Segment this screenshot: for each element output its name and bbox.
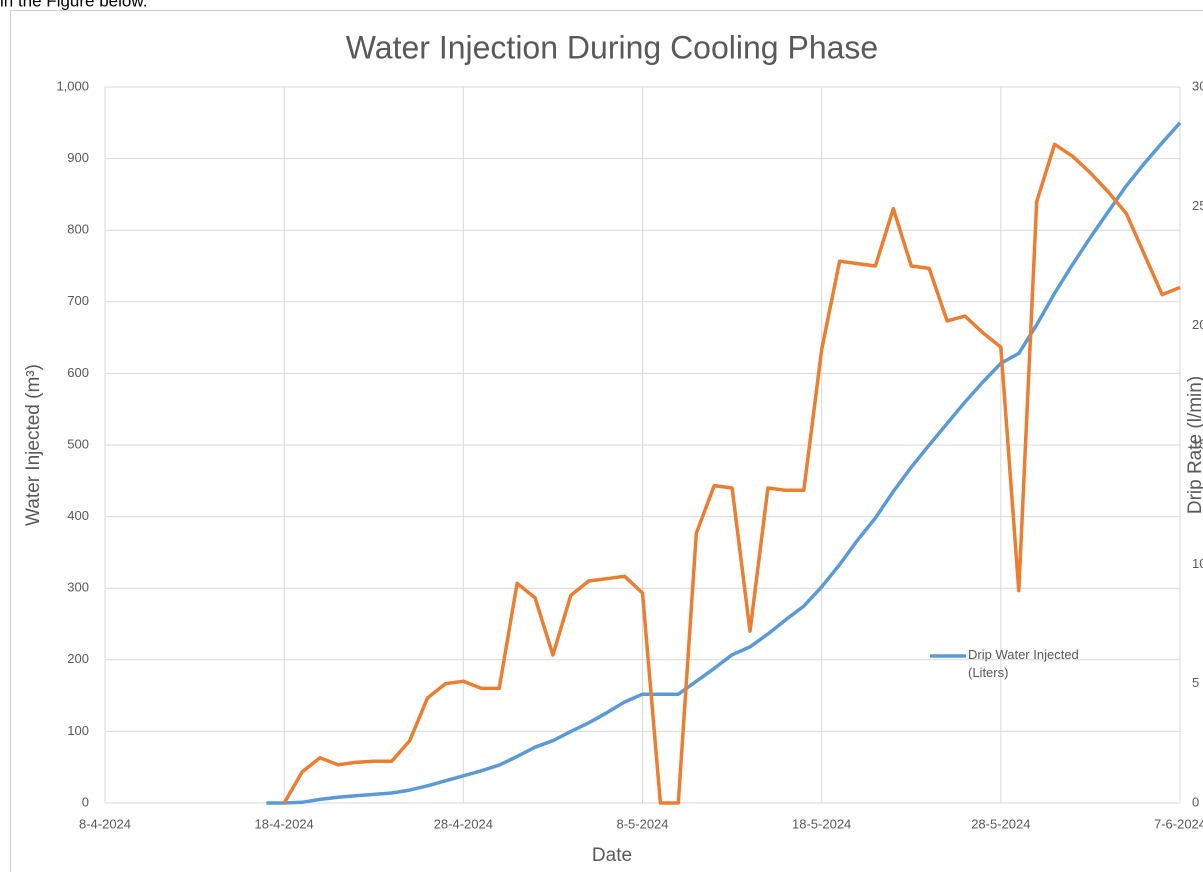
y-tick-label: 800 bbox=[67, 222, 89, 237]
chart-frame bbox=[10, 10, 1203, 872]
y-tick-label: 600 bbox=[67, 365, 89, 380]
y2-tick-label: 15 bbox=[1192, 436, 1203, 451]
x-tick-label: 28-5-2024 bbox=[971, 816, 1030, 831]
x-axis-title: Date bbox=[592, 845, 632, 866]
y-tick-label: 100 bbox=[67, 723, 89, 738]
y2-tick-label: 25 bbox=[1192, 198, 1203, 213]
y-tick-label: 1,000 bbox=[56, 78, 89, 93]
x-tick-label: 8-4-2024 bbox=[79, 816, 131, 831]
y2-tick-label: 30 bbox=[1192, 78, 1203, 93]
y-tick-label: 300 bbox=[67, 580, 89, 595]
y2-tick-label: 10 bbox=[1192, 556, 1203, 571]
y2-tick-label: 20 bbox=[1192, 317, 1203, 332]
y-axis-title: Water Injected (m³) bbox=[23, 364, 44, 526]
legend-label: Drip Water Injected (Liters) bbox=[968, 647, 1079, 680]
x-tick-label: 28-4-2024 bbox=[434, 816, 493, 831]
y2-tick-label: 5 bbox=[1192, 675, 1199, 690]
line-series bbox=[266, 121, 1182, 805]
x-tick-label: 7-6-2024 bbox=[1154, 816, 1203, 831]
chart-title: Water Injection During Cooling Phase bbox=[346, 29, 878, 65]
y-tick-label: 900 bbox=[67, 150, 89, 165]
y2-tick-label: 0 bbox=[1192, 794, 1199, 809]
x-tick-label: 18-5-2024 bbox=[792, 816, 851, 831]
y-tick-label: 500 bbox=[67, 436, 89, 451]
line-series bbox=[282, 142, 1181, 805]
intro-text: in the Figure below. bbox=[0, 0, 147, 10]
y-tick-label: 0 bbox=[82, 794, 89, 809]
y-tick-label: 400 bbox=[67, 508, 89, 523]
y-tick-label: 700 bbox=[67, 293, 89, 308]
x-tick-label: 8-5-2024 bbox=[616, 816, 668, 831]
x-tick-label: 18-4-2024 bbox=[255, 816, 314, 831]
y2-axis-title: Drip Rate (l/min) bbox=[1185, 376, 1203, 514]
y-tick-label: 200 bbox=[67, 651, 89, 666]
